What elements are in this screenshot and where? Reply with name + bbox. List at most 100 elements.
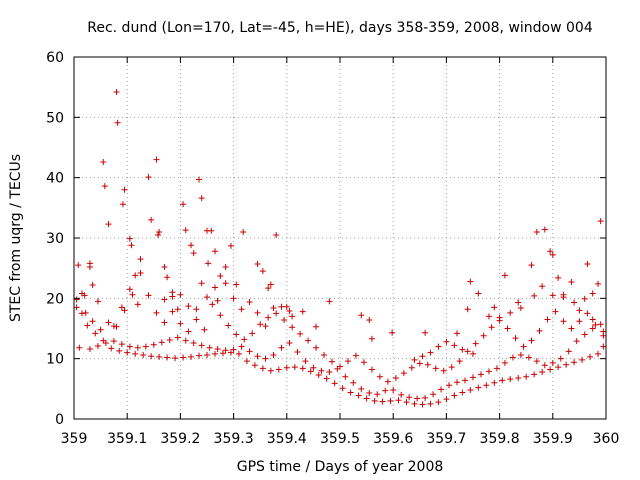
- data-point-marker: [470, 350, 476, 357]
- data-point-marker: [230, 295, 237, 302]
- data-point-marker: [416, 360, 423, 367]
- data-point-marker: [541, 362, 548, 369]
- data-point-marker: [480, 332, 487, 339]
- data-point-marker: [392, 374, 399, 381]
- data-point-marker: [156, 228, 163, 235]
- x-tick-label: 359.8: [480, 431, 520, 447]
- data-point-marker: [214, 297, 221, 304]
- data-point-marker: [382, 387, 389, 394]
- data-point-marker: [595, 280, 602, 287]
- data-point-marker: [92, 330, 99, 337]
- data-point-marker: [533, 358, 540, 365]
- data-point-marker: [547, 366, 554, 373]
- data-point-marker: [94, 342, 101, 349]
- data-point-marker: [254, 309, 261, 316]
- data-point-marker: [267, 367, 274, 374]
- data-point-marker: [82, 309, 89, 316]
- data-point-marker: [243, 358, 250, 365]
- data-point-marker: [374, 391, 381, 398]
- data-point-marker: [84, 322, 91, 329]
- data-point-marker: [299, 365, 306, 372]
- data-point-marker: [376, 373, 383, 380]
- data-point-marker: [329, 358, 336, 365]
- data-point-marker: [525, 354, 532, 361]
- data-point-marker: [278, 344, 285, 351]
- data-point-marker: [555, 274, 562, 281]
- data-point-marker: [249, 330, 256, 337]
- data-point-marker: [286, 308, 293, 315]
- data-point-marker: [414, 395, 421, 402]
- x-tick-label: 359.3: [214, 431, 254, 447]
- data-point-marker: [368, 366, 375, 373]
- data-point-marker: [454, 330, 461, 337]
- data-point-marker: [459, 346, 466, 353]
- data-point-marker: [126, 343, 133, 350]
- data-point-marker: [539, 368, 546, 375]
- data-point-marker: [549, 359, 556, 366]
- data-point-marker: [326, 368, 333, 375]
- data-point-marker: [113, 323, 120, 330]
- data-point-marker: [549, 292, 556, 299]
- data-point-marker: [400, 370, 407, 377]
- data-point-marker: [241, 336, 248, 343]
- data-point-marker: [422, 329, 429, 336]
- data-point-marker: [491, 304, 498, 311]
- data-point-marker: [153, 156, 160, 163]
- data-point-marker: [398, 391, 405, 398]
- data-point-marker: [321, 352, 328, 359]
- data-point-marker: [326, 298, 333, 305]
- data-point-marker: [547, 248, 554, 255]
- data-point-marker: [523, 373, 530, 380]
- data-point-marker: [270, 304, 277, 311]
- data-point-marker: [211, 284, 218, 291]
- data-point-marker: [259, 268, 266, 275]
- data-point-marker: [126, 235, 133, 242]
- data-point-marker: [517, 352, 524, 359]
- data-point-marker: [555, 364, 562, 371]
- data-point-marker: [270, 352, 277, 359]
- data-point-marker: [440, 367, 447, 374]
- data-point-marker: [313, 344, 320, 351]
- data-point-marker: [454, 379, 461, 386]
- data-point-marker: [411, 400, 418, 407]
- data-point-marker: [235, 350, 242, 357]
- data-point-marker: [371, 397, 378, 404]
- data-point-marker: [360, 359, 367, 366]
- data-point-marker: [557, 355, 564, 362]
- data-point-marker: [390, 387, 397, 394]
- data-point-marker: [408, 364, 415, 371]
- data-point-marker: [600, 332, 607, 339]
- data-point-marker: [148, 353, 155, 360]
- x-tick-label: 359.2: [160, 431, 200, 447]
- x-tick-label: 359.6: [373, 431, 413, 447]
- data-point-marker: [156, 353, 163, 360]
- data-point-marker: [182, 337, 189, 344]
- data-point-marker: [153, 309, 160, 316]
- data-point-marker: [302, 358, 309, 365]
- data-point-marker: [121, 186, 128, 193]
- data-point-marker: [137, 256, 144, 263]
- data-point-marker: [121, 307, 128, 314]
- data-point-marker: [589, 316, 596, 323]
- data-point-marker: [233, 331, 240, 338]
- data-point-marker: [217, 273, 224, 280]
- data-point-marker: [342, 373, 349, 380]
- data-point-marker: [424, 361, 431, 368]
- data-point-marker: [347, 389, 354, 396]
- data-point-marker: [560, 318, 567, 325]
- data-point-marker: [259, 365, 266, 372]
- data-point-marker: [289, 313, 296, 320]
- data-point-marker: [100, 158, 107, 165]
- data-point-marker: [430, 391, 437, 398]
- data-point-marker: [443, 396, 450, 403]
- data-point-marker: [501, 359, 508, 366]
- data-point-marker: [477, 371, 484, 378]
- data-point-marker: [180, 201, 187, 208]
- data-point-marker: [129, 291, 136, 298]
- data-point-marker: [448, 364, 455, 371]
- data-point-marker: [565, 348, 572, 355]
- data-point-marker: [113, 88, 120, 95]
- data-point-marker: [531, 292, 538, 299]
- data-point-marker: [110, 323, 117, 330]
